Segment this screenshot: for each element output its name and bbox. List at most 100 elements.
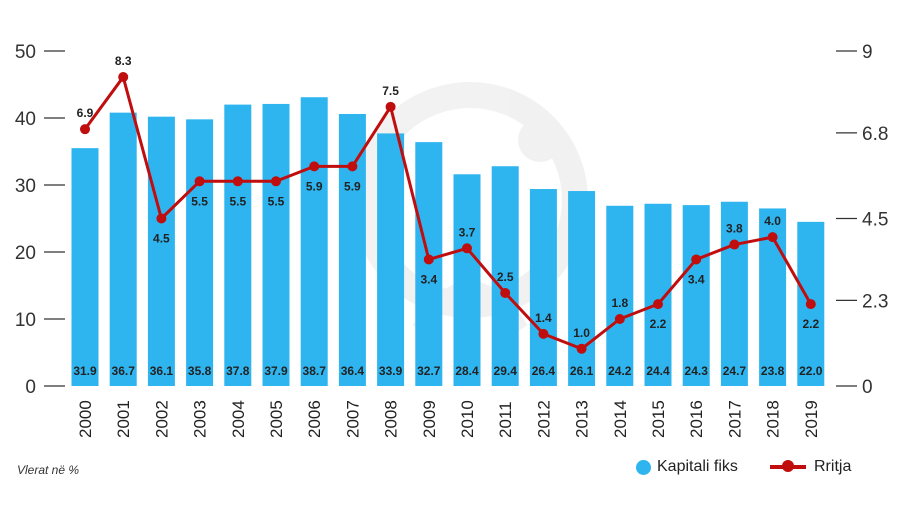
- bar: [682, 205, 710, 386]
- bar: [224, 104, 252, 386]
- line-point: [805, 299, 816, 310]
- line-point: [385, 101, 396, 112]
- left-tick-label: 50: [15, 42, 36, 63]
- line-value-label: 3.8: [726, 222, 743, 236]
- bar: [186, 119, 214, 386]
- footnote: Vlerat në %: [17, 463, 80, 477]
- line-point: [691, 254, 702, 265]
- bar: [453, 174, 481, 386]
- line-value-label: 5.9: [344, 179, 361, 193]
- line-point: [194, 176, 205, 187]
- bar-value-label: 29.4: [494, 364, 518, 378]
- x-tick-label: 2010: [458, 400, 477, 438]
- line-point: [729, 239, 740, 250]
- line-value-label: 5.5: [229, 194, 246, 208]
- line-value-label: 1.8: [611, 296, 628, 310]
- line-point: [653, 299, 663, 310]
- bar: [147, 116, 175, 386]
- line-value-labels: 6.9 8.3 4.5 5.5 5.5 5.5 5.9 5.9 7.5 3.4 3.7 2.5 1.4 1…: [77, 54, 820, 340]
- line-point: [423, 254, 434, 265]
- right-axis: 0 2.3 4.5 6.8 9: [836, 42, 888, 398]
- left-tick-label: 20: [15, 243, 36, 264]
- bar-value-label: 36.4: [341, 364, 365, 378]
- bar-value-label: 24.2: [608, 364, 632, 378]
- bar-value-label: 37.8: [226, 364, 250, 378]
- x-tick-label: 2004: [229, 400, 248, 438]
- x-tick-label: 2014: [611, 400, 630, 438]
- x-tick-label: 2017: [725, 400, 744, 438]
- x-axis: 2000 2001 2002 2003 2004 2005 2006 2007 2008 2009…: [76, 400, 821, 438]
- line-point: [232, 176, 243, 187]
- bar: [491, 166, 519, 386]
- line-value-label: 3.7: [459, 225, 476, 239]
- legend-swatch-line: [770, 460, 806, 472]
- bar: [606, 205, 634, 386]
- right-tick-label: 0: [862, 377, 873, 398]
- bar-value-label: 24.7: [723, 364, 747, 378]
- x-tick-label: 2016: [687, 400, 706, 438]
- line-point: [576, 343, 587, 354]
- line-value-label: 5.9: [306, 179, 323, 193]
- right-tick-label: 4.5: [862, 210, 888, 231]
- bar-value-label: 37.9: [264, 364, 288, 378]
- bar: [338, 113, 366, 386]
- legend-label-line: Rritja: [814, 458, 852, 475]
- line-point: [309, 161, 320, 172]
- x-tick-label: 2001: [114, 400, 133, 438]
- x-tick-label: 2005: [267, 400, 286, 438]
- line-value-label: 3.4: [688, 272, 705, 286]
- left-tick-label: 40: [15, 109, 36, 130]
- line-value-label: 8.3: [115, 54, 132, 68]
- line-value-label: 1.4: [535, 311, 552, 325]
- bar: [262, 103, 290, 387]
- right-tick-label: 6.8: [862, 124, 888, 145]
- bar: [720, 201, 748, 386]
- line-point: [271, 176, 281, 187]
- line-point: [118, 72, 129, 83]
- bar-value-label: 36.7: [112, 364, 136, 378]
- x-tick-label: 2007: [343, 400, 362, 438]
- x-tick-label: 2011: [496, 401, 515, 438]
- bar-value-label: 31.9: [73, 364, 97, 378]
- bar: [109, 112, 137, 386]
- line-series: [80, 72, 816, 354]
- bar-value-label: 26.1: [570, 364, 594, 378]
- legend-item-line: Rritja: [770, 458, 851, 476]
- legend-swatch-bars: [636, 459, 651, 475]
- x-tick-label: 2018: [764, 400, 783, 438]
- line-point: [767, 232, 778, 243]
- line-point: [347, 161, 358, 172]
- line-point: [500, 287, 511, 298]
- left-tick-label: 10: [15, 310, 36, 331]
- bar: [377, 133, 405, 386]
- bar-value-label: 28.4: [455, 364, 479, 378]
- x-tick-label: 2003: [191, 400, 210, 438]
- line-point: [538, 328, 549, 339]
- bar-value-label: 23.8: [761, 364, 785, 378]
- bar-value-label: 38.7: [303, 364, 327, 378]
- line-value-label: 6.9: [77, 106, 94, 120]
- line-value-label: 5.5: [268, 194, 285, 208]
- x-tick-label: 2013: [573, 400, 592, 438]
- left-tick-label: 30: [15, 176, 36, 197]
- right-tick-label: 2.3: [862, 291, 888, 312]
- bar-value-label: 33.9: [379, 364, 403, 378]
- x-tick-label: 2015: [649, 400, 668, 438]
- line-path: [83, 75, 813, 351]
- line-point: [614, 314, 625, 324]
- line-value-label: 1.0: [573, 326, 590, 340]
- line-point: [462, 243, 472, 254]
- x-tick-label: 2000: [76, 400, 95, 438]
- line-value-label: 2.2: [802, 317, 819, 331]
- bar: [71, 148, 99, 386]
- x-tick-label: 2002: [152, 400, 171, 438]
- right-tick-label: 9: [862, 42, 873, 63]
- x-tick-label: 2009: [420, 400, 439, 438]
- line-value-label: 7.5: [382, 84, 399, 98]
- line-value-label: 4.0: [764, 214, 781, 228]
- bar: [529, 189, 557, 386]
- line-value-label: 5.5: [191, 194, 208, 208]
- left-tick-label: 0: [25, 377, 36, 398]
- x-tick-label: 2019: [802, 400, 821, 438]
